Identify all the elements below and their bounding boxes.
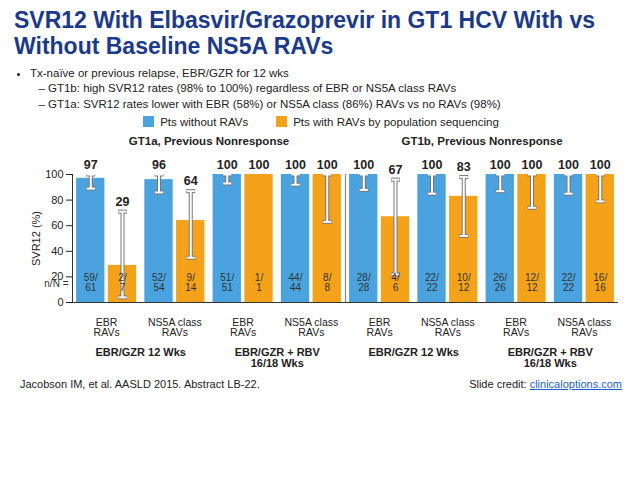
svg-text:16/16: 16/16: [593, 272, 607, 293]
svg-text:100: 100: [285, 158, 306, 172]
svg-text:9/14: 9/14: [185, 272, 197, 293]
svg-text:EBR/GZR 12 Wks: EBR/GZR 12 Wks: [96, 346, 186, 358]
svg-text:44/44: 44/44: [289, 272, 303, 293]
svg-text:GT1a, Previous Nonresponse: GT1a, Previous Nonresponse: [129, 135, 289, 147]
svg-text:83: 83: [457, 160, 471, 174]
svg-text:EBRRAVs: EBRRAVs: [230, 316, 256, 339]
svg-text:NS5A classRAVs: NS5A classRAVs: [148, 316, 202, 339]
svg-text:22/22: 22/22: [425, 272, 439, 293]
svg-text:100: 100: [590, 158, 611, 172]
html-text:Jacobson IM, et al. AASLD 2015: Jacobson IM, et al. AASLD 2015. Abstract…: [20, 378, 260, 390]
svg-text:67: 67: [389, 163, 403, 177]
svg-text:4/6: 4/6: [391, 272, 400, 293]
svg-text:100: 100: [317, 158, 338, 172]
html-text:Tx-naïve or previous relapse,: Tx-naïve or previous relapse, EBR/GZR fo…: [30, 66, 289, 79]
svg-text:2/7: 2/7: [118, 272, 127, 293]
svg-text:59/61: 59/61: [84, 272, 98, 293]
svg-text:EBRRAVs: EBRRAVs: [367, 316, 393, 339]
svg-text:100: 100: [249, 158, 270, 172]
svg-text:28/28: 28/28: [357, 272, 371, 293]
html-text:Pts without RAVs: Pts without RAVs: [160, 116, 249, 128]
svg-text:n/N =: n/N =: [44, 278, 68, 289]
svg-text:20: 20: [51, 270, 64, 283]
svg-text:100: 100: [522, 158, 543, 172]
svg-text:40: 40: [51, 245, 63, 257]
svg-text:SVR12 (%): SVR12 (%): [30, 211, 42, 266]
svg-text:EBR/GZR + RBV16/18 Wks: EBR/GZR + RBV16/18 Wks: [508, 346, 594, 369]
svg-text:GT1b, Previous Nonresponse: GT1b, Previous Nonresponse: [401, 135, 562, 147]
svg-text:NS5A classRAVs: NS5A classRAVs: [285, 316, 339, 339]
svg-text:26/26: 26/26: [493, 272, 507, 293]
svg-text:8/8: 8/8: [323, 272, 332, 293]
svg-text:12/12: 12/12: [525, 272, 539, 293]
svg-text:100: 100: [217, 158, 238, 172]
svg-text:100: 100: [558, 158, 579, 172]
html-text:Pts with RAVs by population se: Pts with RAVs by population sequencing: [293, 116, 499, 128]
svg-text:51/51: 51/51: [220, 272, 234, 293]
svg-text:EBR/GZR 12 Wks: EBR/GZR 12 Wks: [369, 346, 459, 358]
svg-text:60: 60: [51, 219, 63, 231]
svg-text:EBRRAVs: EBRRAVs: [94, 316, 120, 339]
svg-text:EBRRAVs: EBRRAVs: [503, 316, 529, 339]
svg-text:22/22: 22/22: [562, 272, 576, 293]
svg-text:10/12: 10/12: [457, 272, 471, 293]
svg-text:0: 0: [57, 296, 63, 308]
svg-text:NS5A classRAVs: NS5A classRAVs: [421, 316, 475, 339]
html-text:SVR12 With Elbasvir/Grazoprevi: SVR12 With Elbasvir/Grazoprevir in GT1 H…: [14, 7, 596, 59]
svg-text:EBR/GZR + RBV16/18 Wks: EBR/GZR + RBV16/18 Wks: [235, 346, 321, 369]
html-text:Slide credit: clinicaloptions.: Slide credit: clinicaloptions.com: [469, 378, 622, 390]
svg-text:52/54: 52/54: [152, 272, 166, 293]
svg-text:100: 100: [45, 168, 63, 180]
svg-text:100: 100: [353, 158, 374, 172]
svg-text:100: 100: [422, 158, 443, 172]
html-text:GT1a: SVR12 rates lower with E: GT1a: SVR12 rates lower with EBR (58%) o…: [48, 97, 501, 110]
svg-text:96: 96: [152, 158, 166, 172]
svg-text:64: 64: [184, 174, 198, 188]
svg-text:97: 97: [84, 158, 98, 172]
svg-text:NS5A classRAVs: NS5A classRAVs: [558, 316, 612, 339]
svg-text:29: 29: [116, 195, 130, 209]
svg-text:100: 100: [490, 158, 511, 172]
html-text:GT1b: high SVR12 rates (98% to: GT1b: high SVR12 rates (98% to 100%) reg…: [48, 82, 457, 94]
svg-text:80: 80: [51, 194, 63, 206]
svg-text:1/1: 1/1: [255, 272, 264, 293]
